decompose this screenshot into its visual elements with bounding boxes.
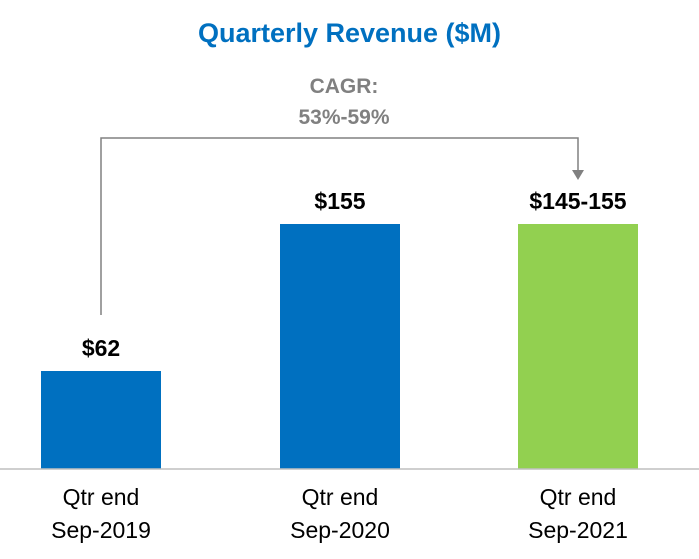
- data-label: $155: [314, 188, 365, 214]
- x-tick-label: Qtr end: [540, 484, 617, 510]
- x-tick-label: Qtr end: [302, 484, 379, 510]
- cagr-value: 53%-59%: [298, 106, 389, 129]
- cagr-label: CAGR:: [310, 75, 379, 98]
- chart-title: Quarterly Revenue ($M): [198, 18, 501, 48]
- bar-sep-2021: [518, 224, 638, 469]
- x-tick-label: Qtr end: [63, 484, 140, 510]
- data-label: $145-155: [529, 188, 626, 214]
- bar-sep-2019: [41, 371, 161, 469]
- x-tick-label: Sep-2020: [290, 517, 390, 543]
- x-tick-label: Sep-2019: [51, 517, 151, 543]
- data-label: $62: [82, 335, 120, 361]
- x-tick-label: Sep-2021: [528, 517, 628, 543]
- cagr-annotation: CAGR: 53%-59%: [100, 75, 584, 315]
- cagr-arrowhead-icon: [572, 170, 584, 180]
- cagr-bracket-line: [100, 137, 579, 315]
- bar-sep-2020: [280, 224, 400, 469]
